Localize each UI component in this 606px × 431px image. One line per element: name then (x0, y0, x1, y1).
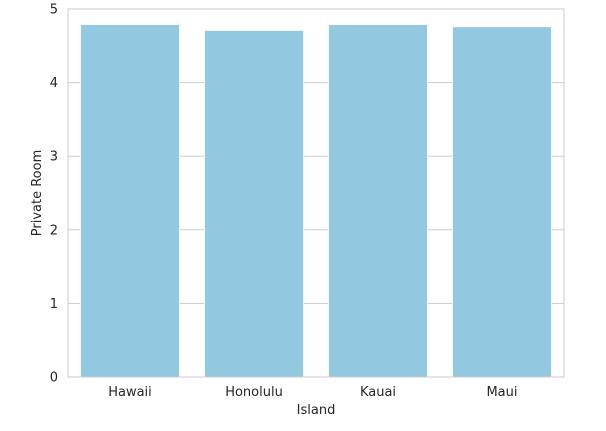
y-tick-label: 1 (50, 297, 58, 312)
x-tick-label: Kauai (360, 385, 396, 400)
x-tick-label: Honolulu (225, 385, 283, 400)
x-axis-label: Island (297, 403, 336, 418)
bars (79, 23, 553, 378)
x-tick-label: Maui (486, 385, 517, 400)
y-tick-label: 5 (50, 3, 58, 18)
y-tick-label: 4 (50, 76, 58, 91)
y-axis-label: Private Room (30, 150, 45, 236)
y-tick-label: 2 (50, 223, 58, 238)
plot-frame (67, 8, 565, 378)
x-tick-label: Hawaii (108, 385, 152, 400)
bar-maui (451, 26, 553, 378)
bar-kauai (327, 23, 429, 378)
y-tick-labels: 0 1 2 3 4 5 (50, 3, 58, 386)
y-tick-label: 0 (50, 371, 58, 386)
y-tick-label: 3 (50, 150, 58, 165)
bar-honolulu (203, 29, 305, 378)
x-tick-labels: Hawaii Honolulu Kauai Maui (108, 385, 517, 400)
bar-hawaii (79, 23, 181, 378)
